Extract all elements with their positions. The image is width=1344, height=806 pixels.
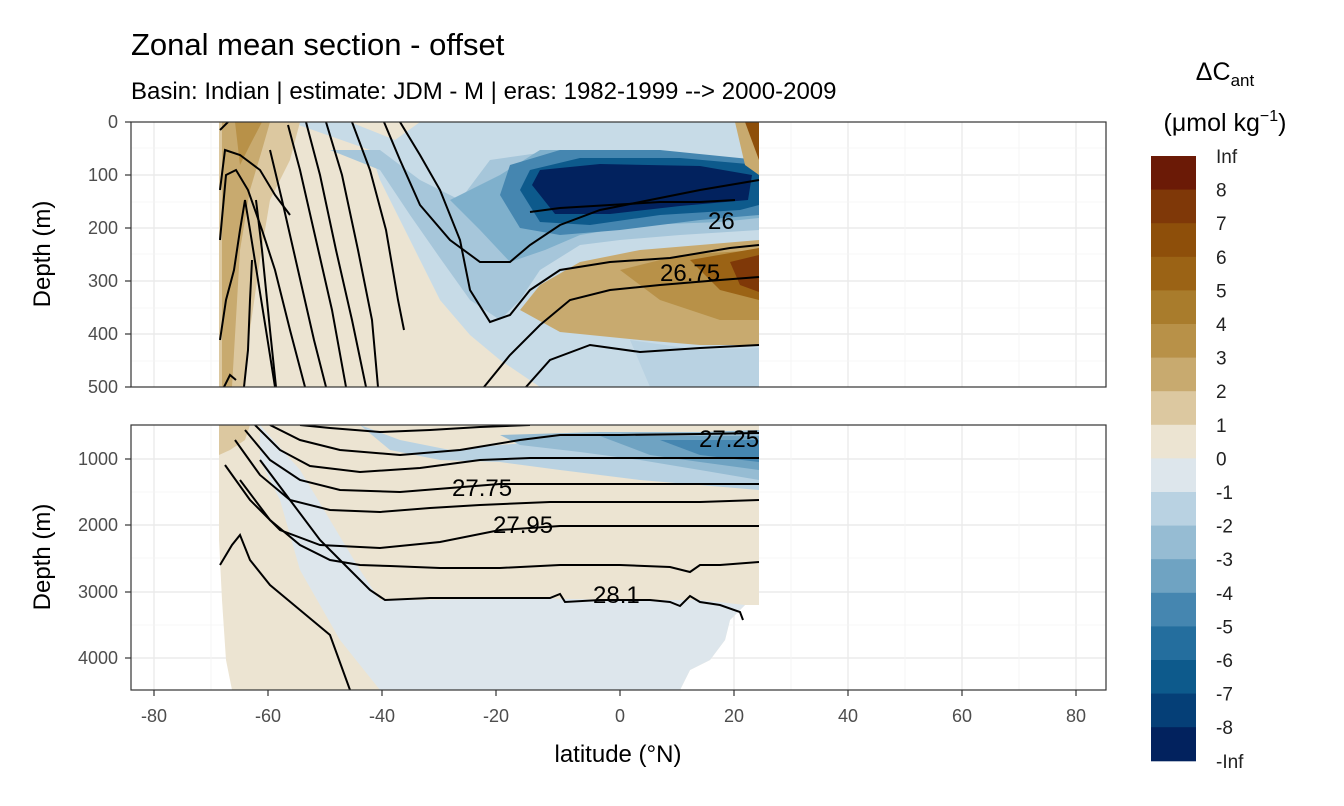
x-tick-label: 20 [724, 706, 744, 726]
legend-label: 3 [1216, 349, 1227, 370]
y-tick-label: 0 [108, 112, 118, 132]
panel-upper: 26 26.75 0 100 200 300 400 500 Depth (m) [29, 112, 1107, 397]
y-tick-label: 1000 [78, 449, 118, 469]
x-tick-label: -80 [141, 706, 167, 726]
legend-label: -8 [1216, 718, 1233, 739]
heatmap-lower [219, 425, 760, 690]
y-tick-label: 300 [88, 271, 118, 291]
chart-title: Zonal mean section - offset [131, 27, 505, 62]
legend-label: 4 [1216, 315, 1227, 336]
x-tick-label: 60 [952, 706, 972, 726]
panel-lower: 27.25 27.75 27.95 28.1 1000 2000 3000 40… [29, 424, 1107, 691]
legend-swatch [1151, 458, 1196, 493]
isopycnal-contours-upper [219, 122, 760, 387]
y-axis-lower: 1000 2000 3000 4000 [78, 449, 131, 668]
legend-swatch [1151, 727, 1196, 762]
legend-swatch [1151, 626, 1196, 661]
legend-label: 2 [1216, 382, 1227, 403]
chart-subtitle: Basin: Indian | estimate: JDM - M | eras… [131, 78, 837, 105]
legend-swatch [1151, 256, 1196, 291]
legend-swatch [1151, 391, 1196, 426]
legend-swatch [1151, 492, 1196, 527]
x-tick-label: -20 [483, 706, 509, 726]
x-axis-title: latitude (°N) [555, 741, 682, 768]
y-tick-label: 100 [88, 165, 118, 185]
legend-swatch [1151, 424, 1196, 459]
legend-swatch [1151, 324, 1196, 359]
x-tick-label: 40 [838, 706, 858, 726]
y-tick-label: 2000 [78, 515, 118, 535]
legend-swatch [1151, 525, 1196, 560]
legend-labels: Inf 8 7 6 5 4 3 2 1 0 -1 -2 -3 -4 -5 -6 -7 -8 -Inf [1216, 147, 1244, 773]
y-tick-label: 3000 [78, 582, 118, 602]
legend-swatch [1151, 559, 1196, 594]
legend-label: -4 [1216, 584, 1233, 605]
contour-labels-upper: 26 26.75 [660, 208, 735, 287]
legend-label: 8 [1216, 181, 1227, 202]
y-axis-title-upper: Depth (m) [29, 201, 56, 308]
contour-label-27-75: 27.75 [452, 475, 512, 502]
legend-label: 5 [1216, 281, 1227, 302]
legend-swatch [1151, 290, 1196, 325]
legend-label: Inf [1216, 147, 1238, 168]
x-tick-label: 0 [615, 706, 625, 726]
legend-swatch [1151, 660, 1196, 695]
contour-label-26-75: 26.75 [660, 260, 720, 287]
heatmap-upper [219, 122, 760, 387]
field-negative-deep-lower [260, 425, 745, 690]
contour-label-27-95: 27.95 [493, 512, 553, 539]
y-tick-label: 500 [88, 377, 118, 397]
contour-labels-lower: 27.25 27.75 27.95 28.1 [452, 426, 759, 609]
legend-label: -5 [1216, 617, 1233, 638]
y-axis-upper: 0 100 200 300 400 500 [88, 112, 131, 397]
y-tick-label: 400 [88, 324, 118, 344]
isopycnal-contours-lower [219, 425, 760, 690]
legend-swatch [1151, 156, 1196, 191]
legend-label: 0 [1216, 449, 1227, 470]
contour-label-28-1: 28.1 [593, 582, 640, 609]
legend-label: -1 [1216, 483, 1233, 504]
contour-label-26: 26 [708, 208, 735, 235]
legend-label: 1 [1216, 416, 1227, 437]
legend-label: -Inf [1216, 752, 1244, 773]
x-axis: -80 -60 -40 -20 0 20 40 60 80 [141, 690, 1086, 726]
legend-swatch [1151, 592, 1196, 627]
legend-label: -7 [1216, 685, 1233, 706]
y-tick-label: 4000 [78, 648, 118, 668]
legend-label: -6 [1216, 651, 1233, 672]
legend-label: -3 [1216, 550, 1233, 571]
legend-colorbar [1151, 156, 1196, 762]
legend-swatch [1151, 189, 1196, 224]
legend-swatch [1151, 357, 1196, 392]
y-tick-label: 200 [88, 218, 118, 238]
contour-label-27-25: 27.25 [699, 426, 759, 453]
legend-unit: (μmol kg−1) [1164, 108, 1287, 137]
x-tick-label: 80 [1066, 706, 1086, 726]
legend-label: 6 [1216, 248, 1227, 269]
legend-label: 7 [1216, 214, 1227, 235]
legend-swatch [1151, 693, 1196, 728]
legend-swatch [1151, 223, 1196, 258]
legend-label: -2 [1216, 517, 1233, 538]
legend: ΔCant (μmol kg−1) Inf 8 7 6 5 4 3 2 1 0 -1 -2 -3 -4 -5… [1151, 58, 1286, 773]
x-tick-label: -40 [369, 706, 395, 726]
x-tick-label: -60 [255, 706, 281, 726]
y-axis-title-lower: Depth (m) [29, 504, 56, 611]
legend-title: ΔCant [1196, 58, 1255, 90]
